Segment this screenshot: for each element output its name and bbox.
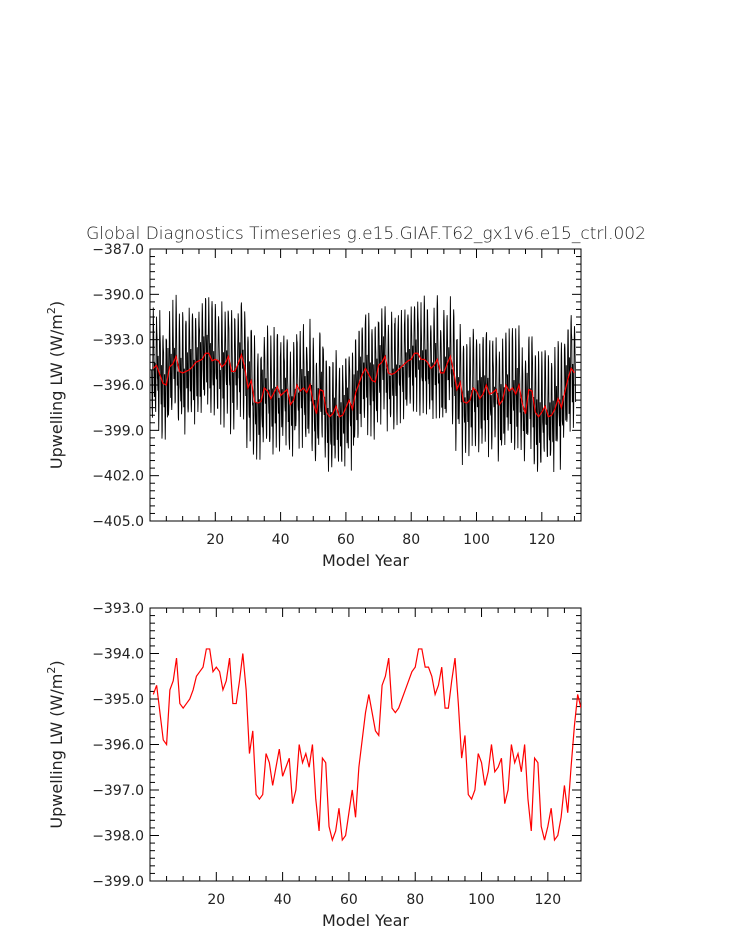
x-tick-label: 40 bbox=[274, 892, 292, 908]
x-tick-label: 80 bbox=[406, 892, 424, 908]
y-axis-label: Upwelling LW (W/m2) bbox=[45, 301, 66, 469]
series-line-annual bbox=[152, 352, 575, 418]
x-tick-label: 100 bbox=[468, 892, 495, 908]
plot-area bbox=[152, 648, 581, 843]
x-tick-label: 60 bbox=[337, 532, 355, 548]
y-tick-label: −396.0 bbox=[92, 738, 144, 754]
y-tick-label: −397.0 bbox=[92, 783, 144, 799]
x-tick-label: 40 bbox=[272, 532, 290, 548]
y-tick-label: −398.0 bbox=[92, 829, 144, 845]
bottom-panel: 20 40 60 80 100 120 −399.0 −398.0 −397.0 −396.0 −3… bbox=[45, 601, 582, 930]
y-tick-label: −393.0 bbox=[92, 601, 144, 617]
y-tick-label: −396.0 bbox=[92, 378, 144, 394]
x-tick-label: 60 bbox=[340, 892, 358, 908]
x-axis-label: Model Year bbox=[322, 551, 409, 570]
series-line-monthly bbox=[151, 294, 577, 472]
y-tick-label: −395.0 bbox=[92, 692, 144, 708]
y-tick-label: −402.0 bbox=[92, 469, 144, 485]
x-tick-label: 80 bbox=[402, 532, 420, 548]
y-tick-label: −399.0 bbox=[92, 423, 144, 439]
y-tick-label: −387.0 bbox=[92, 242, 144, 258]
plot-frame bbox=[149, 607, 582, 882]
x-tick-label: 120 bbox=[528, 532, 555, 548]
y-tick-label: −405.0 bbox=[92, 514, 144, 530]
top-panel: 20 40 60 80 100 120 −405.0 −402.0 −399.0 −396.0 −3… bbox=[45, 242, 582, 570]
x-tick-label: 100 bbox=[463, 532, 490, 548]
x-tick-label: 120 bbox=[534, 892, 561, 908]
series-line-annual bbox=[152, 648, 581, 843]
x-tick-label: 20 bbox=[207, 892, 225, 908]
x-axis-label: Model Year bbox=[322, 911, 409, 930]
y-tick-label: −390.0 bbox=[92, 287, 144, 303]
x-tick-label: 20 bbox=[206, 532, 224, 548]
chart-title: Global Diagnostics Timeseries g.e15.GIAF… bbox=[86, 224, 646, 244]
y-axis-label: Upwelling LW (W/m2) bbox=[45, 660, 66, 828]
y-tick-label: −394.0 bbox=[92, 647, 144, 663]
plot-area bbox=[151, 294, 577, 472]
y-tick-label: −399.0 bbox=[92, 874, 144, 890]
y-tick-label: −393.0 bbox=[92, 333, 144, 349]
